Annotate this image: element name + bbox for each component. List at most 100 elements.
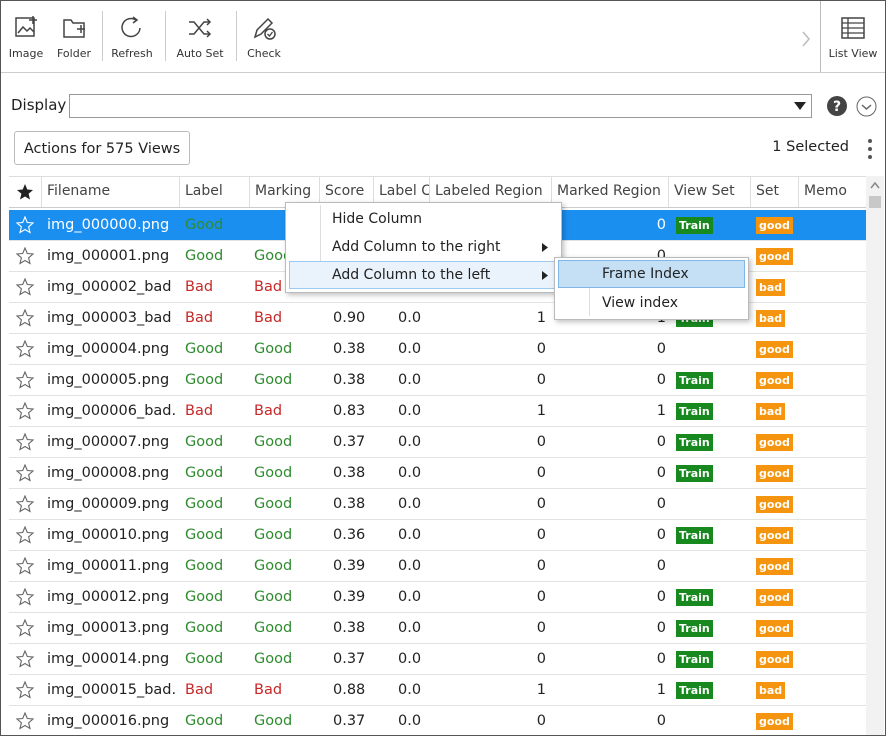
table-row[interactable]: img_000012.png Good Good 0.39 0.0 0 0 Train good (9, 582, 866, 613)
column-header[interactable]: Marking (249, 176, 319, 207)
more-options[interactable] (865, 137, 875, 161)
column-header[interactable]: View Set (668, 176, 750, 207)
cell-text: 0.0 (398, 651, 422, 667)
status-text: Good (185, 465, 224, 481)
help-icon[interactable]: ? (826, 95, 848, 117)
menu-item-highlighted[interactable]: Frame Index (558, 260, 745, 288)
display-dropdown[interactable] (69, 94, 812, 118)
column-header[interactable]: Labeled Region (429, 176, 551, 207)
badge: good (756, 340, 793, 358)
check-button[interactable]: Check (241, 1, 287, 71)
table-row[interactable]: img_000015_bad. Bad Bad 0.88 0.0 1 1 Train bad (9, 675, 866, 706)
table-row[interactable]: img_000009.png Good Good 0.38 0.0 0 0 good (9, 489, 866, 520)
table-cell: img_000014.png (47, 644, 179, 674)
table-row[interactable]: img_000014.png Good Good 0.37 0.0 0 0 Train good (9, 644, 866, 675)
star-header-icon[interactable] (16, 183, 34, 201)
table-row[interactable]: img_000011.png Good Good 0.39 0.0 0 0 good (9, 551, 866, 582)
auto-set-button[interactable]: Auto Set (171, 1, 229, 71)
cell-text: 0 (536, 434, 546, 450)
column-header[interactable]: Score (319, 176, 373, 207)
expand-icon[interactable] (856, 96, 877, 117)
cell-text: 1 (536, 682, 546, 698)
folder-button[interactable]: Folder (51, 1, 97, 71)
cell-text: img_000008.png (47, 465, 170, 481)
star-toggle[interactable] (16, 402, 34, 420)
table-cell: 0 (429, 706, 546, 735)
table-row[interactable]: img_000007.png Good Good 0.37 0.0 0 0 Train good (9, 427, 866, 458)
table-cell: Good (185, 489, 251, 519)
status-text: Good (254, 248, 293, 264)
table-row[interactable]: img_000002_bad Bad Bad bad (9, 272, 866, 303)
star-toggle[interactable] (16, 557, 34, 575)
table-cell: 0.37 (333, 644, 383, 674)
star-toggle[interactable] (16, 340, 34, 358)
column-header[interactable]: Label (179, 176, 249, 207)
badge: good (756, 247, 793, 265)
cell-text: 0.88 (333, 682, 366, 698)
star-toggle[interactable] (16, 371, 34, 389)
table-cell: img_000003_bad (47, 303, 179, 333)
status-text: Good (185, 434, 224, 450)
table-cell: good (756, 706, 797, 735)
column-header[interactable]: Label C (373, 176, 429, 207)
star-toggle[interactable] (16, 247, 34, 265)
star-toggle[interactable] (16, 619, 34, 637)
table-cell: Bad (254, 272, 320, 302)
table-row[interactable]: img_000008.png Good Good 0.38 0.0 0 0 Train good (9, 458, 866, 489)
table-row[interactable]: img_000005.png Good Good 0.38 0.0 0 0 Train good (9, 365, 866, 396)
table-cell: 0.0 (398, 334, 438, 364)
status-text: Good (185, 372, 224, 388)
star-toggle[interactable] (16, 433, 34, 451)
cell-text: 0 (656, 341, 666, 357)
star-toggle[interactable] (16, 495, 34, 513)
table-cell: 0 (429, 458, 546, 488)
star-toggle[interactable] (16, 650, 34, 668)
cell-text: 0.0 (398, 496, 422, 512)
table-cell: Good (185, 613, 251, 643)
star-toggle[interactable] (16, 278, 34, 296)
menu-item[interactable]: View index (555, 289, 745, 317)
table-cell: bad (756, 675, 797, 705)
menu-item[interactable]: Hide Column (286, 205, 561, 233)
scroll-right-arrow[interactable] (799, 29, 813, 49)
table-cell: Good (254, 551, 320, 581)
table-row[interactable]: img_000016.png Good Good 0.37 0.0 0 0 good (9, 706, 866, 735)
menu-item[interactable]: Add Column to the right (286, 233, 561, 261)
table-row[interactable]: img_000013.png Good Good 0.38 0.0 0 0 Train good (9, 613, 866, 644)
scroll-up-arrow[interactable] (870, 181, 880, 189)
table-row[interactable]: img_000010.png Good Good 0.36 0.0 0 0 Train good (9, 520, 866, 551)
star-toggle[interactable] (16, 526, 34, 544)
cell-text: 0.83 (333, 403, 366, 419)
star-toggle[interactable] (16, 216, 34, 234)
table-cell: Bad (254, 303, 320, 333)
menu-item-highlighted[interactable]: Add Column to the left (289, 261, 558, 289)
star-toggle[interactable] (16, 464, 34, 482)
list-view-button[interactable]: List View (823, 1, 883, 71)
actions-button[interactable]: Actions for 575 Views (14, 131, 190, 165)
table-cell: 0 (551, 427, 666, 457)
column-header[interactable]: Filename (41, 176, 179, 207)
cell-text: 0 (656, 465, 666, 481)
scrollbar[interactable] (866, 176, 884, 735)
table-row[interactable]: img_000004.png Good Good 0.38 0.0 0 0 good (9, 334, 866, 365)
status-text: Good (254, 434, 293, 450)
separator (102, 11, 103, 61)
image-button[interactable]: Image (3, 1, 49, 71)
badge: Train (676, 619, 713, 637)
star-toggle[interactable] (16, 309, 34, 327)
status-text: Good (254, 651, 293, 667)
cell-text: img_000013.png (47, 620, 170, 636)
cell-text: img_000002_bad (47, 279, 172, 295)
column-header[interactable]: Marked Region (551, 176, 668, 207)
star-toggle[interactable] (16, 681, 34, 699)
table-cell: Good (185, 520, 251, 550)
column-header[interactable]: Set (750, 176, 798, 207)
table-cell: 0 (551, 458, 666, 488)
table-row[interactable]: img_000006_bad. Bad Bad 0.83 0.0 1 1 Train bad (9, 396, 866, 427)
star-toggle[interactable] (16, 588, 34, 606)
status-text: Good (254, 620, 293, 636)
scroll-thumb[interactable] (869, 196, 881, 208)
star-toggle[interactable] (16, 712, 34, 730)
refresh-button[interactable]: Refresh (105, 1, 159, 71)
column-header[interactable]: Memo (798, 176, 866, 207)
